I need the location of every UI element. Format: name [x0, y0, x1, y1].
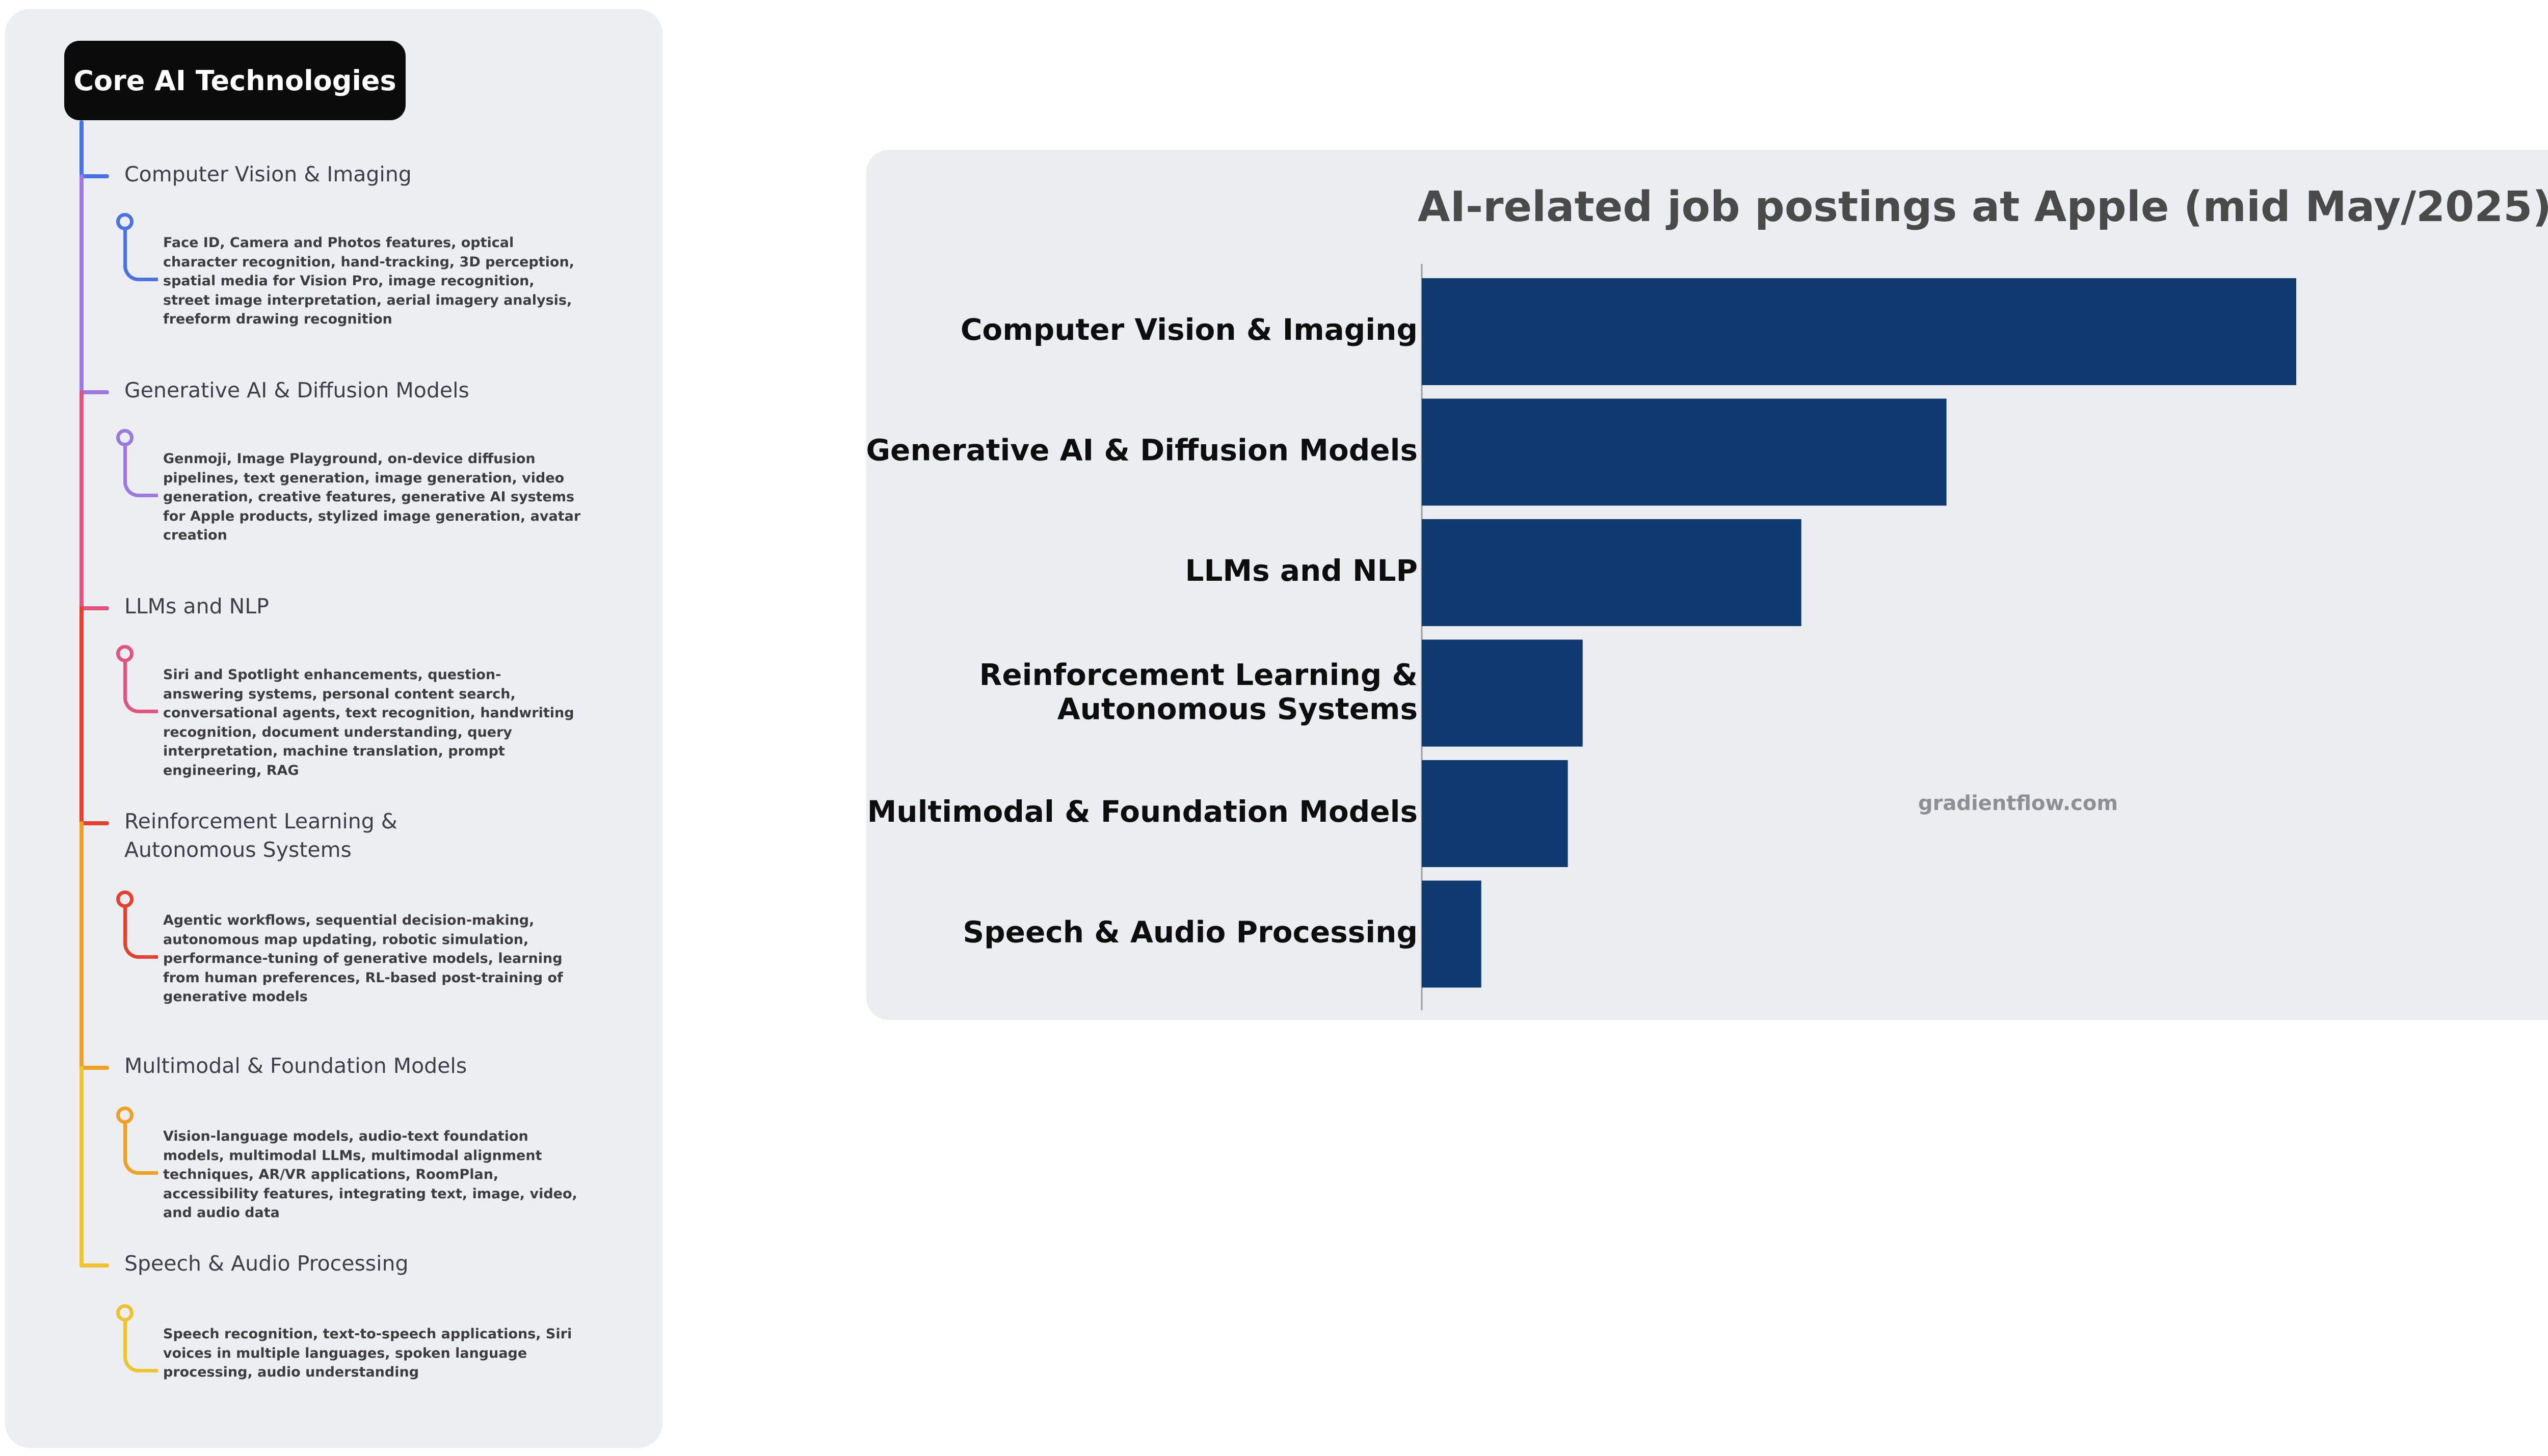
mindmap-branch-connector [79, 174, 109, 178]
mindmap-branch-description: Siri and Spotlight enhancements, questio… [163, 667, 574, 778]
mindmap-hook-line [123, 1311, 158, 1372]
mindmap-title: Core AI Technologies [64, 41, 406, 120]
mindmap-branch-connector [79, 1263, 109, 1268]
category-label: Reinforcement Learning & Autonomous Syste… [979, 658, 1418, 726]
mindmap-branch-label: Computer Vision & Imaging [124, 162, 412, 186]
mindmap-trunk-segment [79, 1066, 84, 1268]
mindmap-branch-connector [79, 390, 109, 394]
mindmap-trunk-segment [79, 390, 84, 610]
category-label: Multimodal & Foundation Models [867, 794, 1418, 829]
mindmap-branch-description: Face ID, Camera and Photos features, opt… [163, 235, 574, 327]
category-label: Generative AI & Diffusion Models [866, 433, 1418, 468]
mindmap-trunk-segment [79, 120, 84, 178]
mindmap-branch-label: Reinforcement Learning & Autonomous Syst… [124, 809, 397, 862]
mindmap-branch-label: Multimodal & Foundation Models [124, 1054, 467, 1078]
bar-chart: AI-related job postings at Apple (mid Ma… [866, 183, 2548, 1010]
category-label: Speech & Audio Processing [963, 915, 1418, 950]
category-label: Computer Vision & Imaging [961, 312, 1418, 347]
bar [1422, 760, 1568, 867]
mindmap-branch-connector [79, 606, 109, 610]
mindmap-hook-line [123, 898, 158, 959]
bar [1422, 880, 1481, 988]
mindmap-panel: Core AI Technologies Computer Vision & I… [5, 9, 662, 1448]
bar [1422, 278, 2296, 385]
mindmap-trunk-segment [79, 606, 84, 825]
mindmap-node-circle [116, 1107, 134, 1124]
mindmap-hook-line [123, 1114, 158, 1175]
chart-panel: AI-related job postings at Apple (mid Ma… [866, 150, 2548, 1020]
mindmap-hook-line [123, 220, 158, 281]
mindmap-branch-description: Agentic workflows, sequential decision-m… [163, 912, 563, 1005]
bar [1422, 519, 1801, 626]
mindmap-branch-connector [79, 1066, 109, 1070]
mindmap-hook-line [123, 652, 158, 713]
mindmap-hook-line [123, 436, 158, 497]
bar [1422, 398, 1947, 506]
mindmap-branch-description: Speech recognition, text-to-speech appli… [163, 1326, 572, 1380]
mindmap-node-circle [116, 645, 134, 662]
mindmap-node-circle [116, 429, 134, 446]
chart-title: AI-related job postings at Apple (mid Ma… [1418, 183, 2548, 231]
mindmap-branch-label: Speech & Audio Processing [124, 1251, 409, 1276]
mindmap-trunk-segment [79, 174, 84, 394]
mindmap-branch-label: LLMs and NLP [124, 594, 269, 618]
mindmap-branch-description: Vision-language models, audio-text found… [163, 1128, 577, 1221]
category-label: LLMs and NLP [1185, 553, 1418, 588]
mindmap-branch-connector [79, 821, 109, 825]
bar [1422, 639, 1583, 747]
mindmap-node-circle [116, 1304, 134, 1322]
mindmap-trunk-segment [79, 821, 84, 1070]
mindmap-branch-description: Genmoji, Image Playground, on-device dif… [163, 451, 581, 543]
watermark-text: gradientflow.com [1918, 792, 2118, 815]
mindmap-node-circle [116, 213, 134, 230]
mindmap-node-circle [116, 891, 134, 908]
mindmap-branch-label: Generative AI & Diffusion Models [124, 378, 469, 402]
